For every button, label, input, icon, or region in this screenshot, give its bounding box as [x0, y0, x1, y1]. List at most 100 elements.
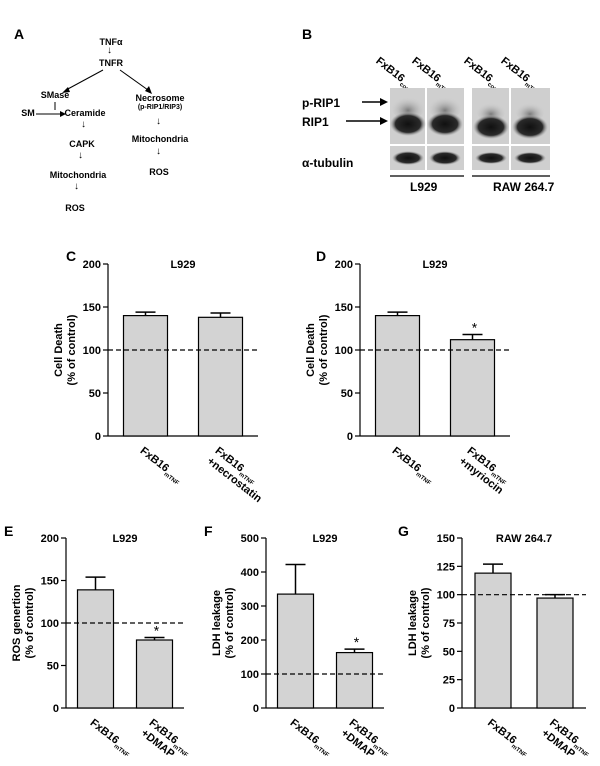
pathway-necrosome: Necrosome [135, 93, 185, 103]
panel-letter-f: F [204, 523, 213, 539]
panel-letter-a: A [14, 26, 25, 42]
y-tick-label: 0 [449, 703, 455, 715]
y-axis-label: LDH leakage [407, 590, 419, 656]
y-tick-label: 50 [47, 661, 59, 673]
arrow-down-icon: ↓ [156, 146, 161, 157]
category-label: FxB16mTNF [136, 445, 184, 487]
y-axis-label: LDH leakage [211, 590, 223, 656]
y-tick-label: 75 [443, 618, 455, 630]
arrow-down-icon: ↓ [74, 181, 79, 192]
y-tick-label: 0 [253, 703, 259, 715]
y-tick-label: 200 [41, 533, 59, 545]
pathway-sm: SM [21, 108, 35, 118]
y-tick-label: 300 [241, 601, 259, 613]
pathway-ceramide: Ceramide [64, 108, 106, 118]
y-tick-label: 0 [95, 431, 101, 443]
panel-letter-c: C [66, 248, 77, 264]
y-axis-label-unit: (% of control) [224, 587, 236, 658]
bar [335, 651, 374, 709]
bar [536, 597, 574, 709]
y-tick-label: 200 [335, 259, 353, 271]
y-tick-label: 50 [89, 388, 101, 400]
category-label: FxB16mTNF+myriocin [457, 445, 514, 497]
category-label: FxB16mTNF [484, 717, 532, 759]
blot-label-rip1: RIP1 [302, 115, 329, 129]
chart-title: L929 [112, 533, 137, 545]
significance-marker: * [472, 320, 478, 336]
blot-label-prip1: p-RIP1 [302, 96, 341, 110]
arrow-down-icon: ↓ [107, 45, 112, 56]
y-tick-label: 400 [241, 567, 259, 579]
y-axis-label: Cell Death [305, 323, 317, 377]
y-tick-label: 50 [443, 646, 455, 658]
chart-title: L929 [170, 259, 195, 271]
panel-letter-g: G [398, 523, 409, 539]
significance-marker: * [354, 634, 360, 650]
category-label: FxB16mTNF+necrostatin [205, 445, 272, 505]
pathway-ros-right: ROS [149, 167, 169, 177]
bar [197, 316, 244, 437]
category-label: FxB16mTNF+DMAP [139, 717, 194, 764]
y-tick-label: 100 [83, 345, 101, 357]
y-tick-label: 100 [241, 669, 259, 681]
y-tick-label: 100 [437, 590, 455, 602]
category-label: FxB16mTNF [286, 717, 334, 759]
pathway-smase: SMase [40, 90, 70, 100]
pathway-necrosome-sub: (p-RIP1/RIP3) [137, 104, 183, 111]
chart-d: L929 0 50 100 150 200 Cell Death (% of control)… [305, 259, 514, 497]
pathway-tnfa: TNFα [99, 37, 123, 47]
blot-group-l929: L929 [410, 180, 438, 194]
y-axis-label-unit: (% of control) [318, 314, 330, 385]
chart-f: L929 0 100 200 300 400 500 LDH leakage (% of con… [211, 533, 394, 764]
significance-marker: * [154, 622, 160, 638]
y-tick-label: 200 [83, 259, 101, 271]
arrow-down-icon: ↓ [78, 150, 83, 161]
pathway-mitochondria-left: Mitochondria [49, 170, 107, 180]
pathway-capk: CAPK [69, 139, 95, 149]
y-axis-label: ROS genertion [11, 584, 23, 661]
pathway-ros-left: ROS [65, 203, 85, 213]
bar [474, 572, 512, 709]
blot-label-tubulin: α-tubulin [302, 156, 354, 170]
y-tick-label: 150 [41, 576, 59, 588]
bar [76, 589, 115, 709]
y-tick-label: 25 [443, 675, 455, 687]
bar [276, 593, 315, 709]
y-axis-label-unit: (% of control) [420, 587, 432, 658]
y-tick-label: 150 [83, 302, 101, 314]
category-label: FxB16mTNF+DMAP [539, 717, 594, 764]
pathway-branch-arrows [36, 69, 152, 117]
category-label: FxB16mTNF+DMAP [339, 717, 394, 764]
chart-e: L929 0 50 100 150 200 ROS genertion (% of contr… [11, 533, 194, 764]
y-tick-label: 200 [241, 635, 259, 647]
y-tick-label: 0 [347, 431, 353, 443]
category-label: FxB16mTNF [86, 717, 134, 759]
bar [122, 314, 169, 437]
y-tick-label: 500 [241, 533, 259, 545]
panel-letter-e: E [4, 523, 14, 539]
y-tick-label: 100 [335, 345, 353, 357]
y-tick-label: 50 [341, 388, 353, 400]
bar [135, 639, 174, 709]
panel-letter-d: D [316, 248, 327, 264]
blot-image [346, 88, 550, 177]
pathway-mitochondria-right: Mitochondria [131, 134, 189, 144]
chart-c: L929 0 50 100 150 200 Cell Death (% of control)… [53, 259, 272, 505]
y-tick-label: 100 [41, 618, 59, 630]
y-tick-label: 0 [53, 703, 59, 715]
panel-letter-b: B [302, 26, 313, 42]
y-tick-label: 150 [437, 533, 455, 545]
y-tick-label: 125 [437, 561, 455, 573]
y-axis-label: Cell Death [53, 323, 65, 377]
chart-title: L929 [312, 533, 337, 545]
chart-title: L929 [422, 259, 447, 271]
pathway-tnfr: TNFR [99, 58, 123, 68]
arrow-down-icon: ↓ [156, 116, 161, 127]
blot-group-raw: RAW 264.7 [493, 180, 555, 194]
chart-g: RAW 264.7 0 25 50 75 100 125 150 LDH leakage (% o… [407, 533, 594, 764]
arrow-down-icon: ↓ [81, 119, 86, 130]
y-tick-label: 150 [335, 302, 353, 314]
y-axis-label-unit: (% of control) [66, 314, 78, 385]
y-axis-label-unit: (% of control) [24, 587, 36, 658]
bar [449, 339, 496, 437]
